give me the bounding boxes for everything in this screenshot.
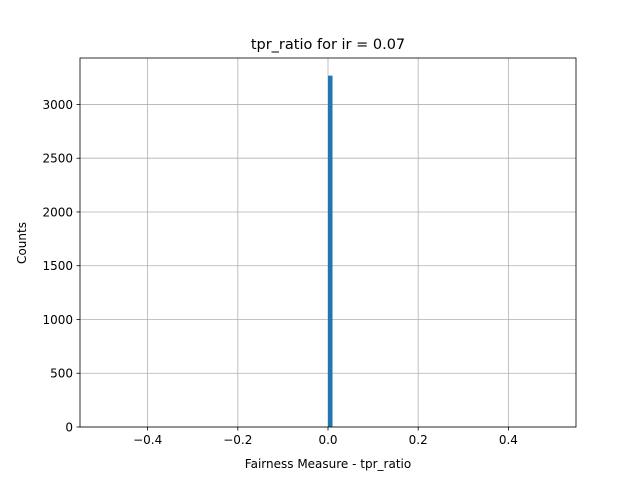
y-tick-label: 1500 [42,259,73,273]
bars-layer [328,75,333,427]
x-tick-label: −0.2 [223,433,252,447]
x-tick-label: 0.0 [318,433,337,447]
x-tick-label: 0.2 [409,433,428,447]
ticks-layer: −0.4 −0.2 0.0 0.2 0.4 0 500 1000 1500 2000 2500 300… [42,98,517,447]
y-tick-label: 2000 [42,205,73,219]
chart-title: tpr_ratio for ir = 0.07 [251,37,405,53]
y-tick-label: 500 [50,367,73,381]
x-tick-label: 0.4 [499,433,518,447]
y-tick-label: 0 [65,421,73,435]
histogram-bar [328,75,333,427]
y-tick-label: 3000 [42,98,73,112]
y-tick-label: 1000 [42,313,73,327]
x-tick-label: −0.4 [133,433,162,447]
y-tick-label: 2500 [42,152,73,166]
y-axis-label: Counts [15,222,29,264]
x-axis-label: Fairness Measure - tpr_ratio [245,457,411,471]
